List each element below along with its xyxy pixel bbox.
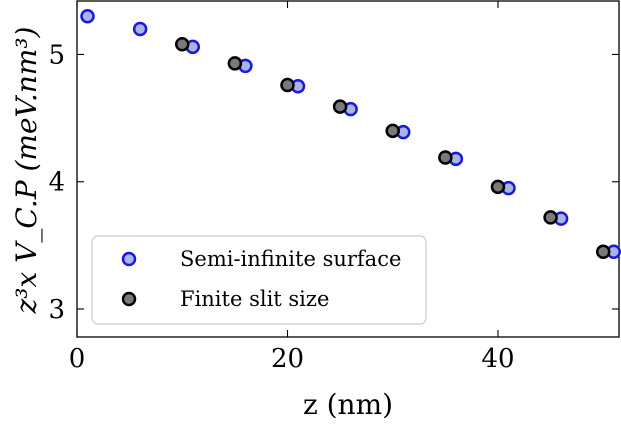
finite-slit-point: [280, 77, 295, 93]
legend-label-semi-infinite: Semi-infinite surface: [180, 247, 401, 271]
semi-infinite-point: [132, 21, 148, 37]
x-tick-label: 20: [271, 344, 304, 374]
plot-frame: [76, 0, 620, 338]
points-layer: [80, 9, 621, 259]
y-tick-label: 4: [48, 168, 65, 198]
x-axis-title: z (nm): [303, 388, 393, 421]
finite-slit-point: [543, 210, 558, 225]
y-tick-label: 5: [48, 40, 65, 70]
finite-slit-point: [595, 244, 611, 259]
finite-slit-point: [332, 99, 348, 114]
legend-box: [91, 235, 427, 325]
finite-slit-point: [174, 37, 190, 52]
legend-marker-semi-infinite: [121, 251, 137, 267]
semi-infinite-point: [80, 9, 95, 24]
finite-slit-point: [490, 179, 506, 195]
x-tick-label: 0: [69, 344, 86, 374]
finite-slit-point: [385, 123, 400, 139]
finite-slit-point: [227, 56, 243, 71]
y-tick-label: 3: [48, 295, 65, 325]
x-tick-label: 40: [481, 344, 514, 374]
legend: Semi-infinite surface Finite slit size: [91, 235, 427, 325]
legend-label-finite-slit: Finite slit size: [180, 287, 329, 311]
y-axis-title: z³x V_C.P (meV.nm³): [10, 27, 43, 315]
finite-slit-point: [438, 150, 453, 165]
ticks-layer: 0 20 40 3 4 5: [48, 1, 619, 374]
legend-marker-finite-slit: [121, 291, 137, 307]
